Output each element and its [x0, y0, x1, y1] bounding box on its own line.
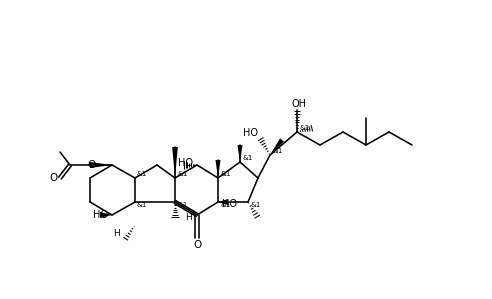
Polygon shape — [215, 160, 220, 178]
Text: &1: &1 — [178, 202, 188, 208]
Text: &1: &1 — [221, 171, 231, 177]
Text: &1: &1 — [178, 171, 188, 177]
Text: HO: HO — [222, 199, 237, 209]
Text: H: H — [114, 230, 121, 239]
Text: HO: HO — [243, 128, 258, 138]
Polygon shape — [172, 147, 178, 178]
Text: &1: &1 — [243, 155, 253, 161]
Text: O: O — [193, 240, 201, 250]
Text: HO: HO — [178, 158, 193, 168]
Text: OH: OH — [291, 99, 307, 109]
Text: &1: &1 — [137, 171, 147, 177]
Polygon shape — [270, 138, 284, 155]
Text: H: H — [184, 213, 191, 222]
Text: HO: HO — [93, 210, 108, 220]
Text: &1: &1 — [221, 202, 231, 208]
Text: &1: &1 — [273, 148, 283, 154]
Text: &1: &1 — [251, 202, 261, 208]
Polygon shape — [218, 199, 228, 205]
Polygon shape — [238, 145, 243, 162]
Text: &1: &1 — [300, 125, 310, 131]
Text: O: O — [49, 173, 57, 183]
Text: O: O — [87, 160, 95, 170]
Text: &1: &1 — [137, 202, 147, 208]
Polygon shape — [90, 162, 112, 168]
Polygon shape — [100, 212, 112, 218]
